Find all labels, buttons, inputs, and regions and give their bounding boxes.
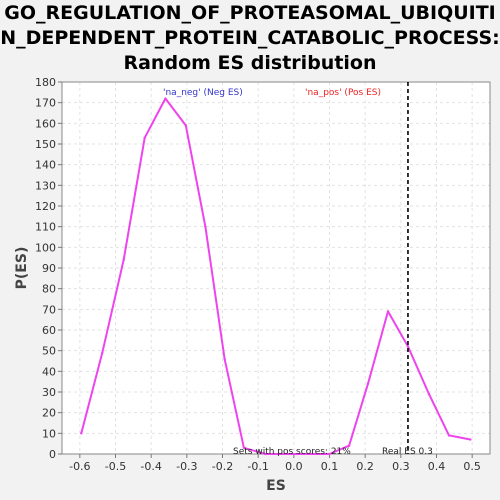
data-point bbox=[328, 452, 331, 456]
data-point bbox=[406, 345, 410, 348]
y-tick-label: 150 bbox=[35, 138, 56, 151]
x-tick-label: -0.2 bbox=[212, 460, 233, 473]
data-point bbox=[347, 444, 351, 447]
x-tick-label: 0.2 bbox=[356, 460, 374, 473]
y-tick-label: 80 bbox=[42, 283, 56, 296]
y-tick-label: 170 bbox=[35, 97, 56, 110]
plot-area bbox=[62, 82, 490, 454]
y-tick-label: 130 bbox=[35, 179, 56, 192]
y-tick-label: 10 bbox=[42, 427, 56, 440]
data-point bbox=[223, 357, 226, 361]
chart-title-line-2: N_DEPENDENT_PROTEIN_CATABOLIC_PROCESS: bbox=[0, 27, 500, 49]
x-axis-label: ES bbox=[266, 478, 286, 494]
y-tick-label: 20 bbox=[42, 407, 56, 420]
data-point bbox=[264, 452, 267, 456]
y-tick-label: 90 bbox=[42, 262, 56, 275]
chart-title-line-3: Random ES distribution bbox=[123, 52, 377, 74]
y-tick-label: 30 bbox=[42, 386, 56, 399]
y-tick-label: 120 bbox=[35, 200, 56, 213]
y-tick-label: 110 bbox=[35, 221, 56, 234]
data-point bbox=[101, 351, 104, 354]
x-tick-label: 0.5 bbox=[463, 460, 481, 473]
pos-legend-label: 'na_pos' (Pos ES) bbox=[305, 88, 381, 98]
x-tick-label: -0.1 bbox=[247, 460, 268, 473]
data-point bbox=[242, 446, 246, 449]
es-distribution-line bbox=[80, 97, 471, 455]
y-axis-label: P(ES) bbox=[14, 247, 30, 290]
x-tick-label: -0.3 bbox=[176, 460, 197, 473]
y-tick-label: 0 bbox=[49, 448, 56, 461]
x-tick-label: -0.5 bbox=[105, 460, 126, 473]
data-point bbox=[80, 432, 83, 435]
y-tick-label: 60 bbox=[42, 324, 56, 337]
y-tick-label: 70 bbox=[42, 303, 56, 316]
data-point bbox=[184, 124, 187, 127]
data-point bbox=[427, 392, 431, 396]
y-tick-label: 100 bbox=[35, 241, 56, 254]
x-tick-label: -0.6 bbox=[69, 460, 90, 473]
y-tick-label: 140 bbox=[35, 159, 56, 172]
data-point bbox=[164, 97, 167, 100]
y-tick-label: 50 bbox=[42, 345, 56, 358]
data-point bbox=[469, 438, 472, 441]
x-tick-label: 0.1 bbox=[321, 460, 339, 473]
x-tick-label: 0.3 bbox=[392, 460, 410, 473]
data-point bbox=[447, 434, 451, 437]
y-tick-label: 160 bbox=[35, 117, 56, 130]
y-tick-label: 180 bbox=[35, 76, 56, 89]
real-es-label: Real ES 0.3 bbox=[382, 447, 433, 457]
data-point bbox=[366, 382, 370, 385]
x-tick-label: 0.4 bbox=[428, 460, 446, 473]
x-tick-label: 0.0 bbox=[285, 460, 303, 473]
pos-scores-label: Sets with pos scores: 21% bbox=[233, 447, 351, 457]
neg-legend-label: 'na_neg' (Neg ES) bbox=[163, 88, 243, 98]
chart-title-line-1: GO_REGULATION_OF_PROTEASOMAL_UBIQUITI bbox=[4, 2, 496, 24]
data-point bbox=[204, 225, 207, 228]
x-tick-label: -0.4 bbox=[140, 460, 161, 473]
data-point bbox=[386, 310, 390, 313]
data-point bbox=[122, 258, 125, 261]
y-tick-label: 40 bbox=[42, 365, 56, 378]
data-point bbox=[143, 136, 146, 139]
